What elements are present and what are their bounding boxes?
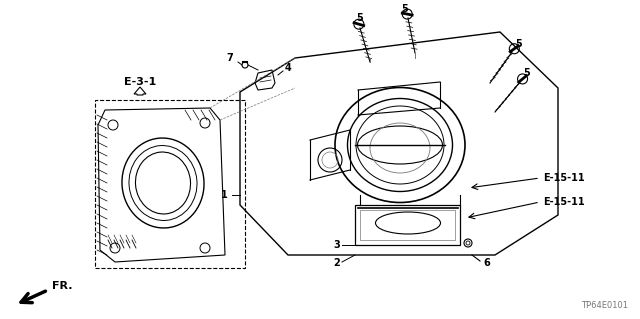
Text: FR.: FR. xyxy=(52,281,72,291)
Text: 5: 5 xyxy=(516,39,522,49)
Text: E-15-11: E-15-11 xyxy=(543,197,584,207)
Bar xyxy=(95,100,245,268)
Text: 5: 5 xyxy=(402,4,408,14)
Text: 1: 1 xyxy=(221,190,228,200)
Text: TP64E0101: TP64E0101 xyxy=(581,301,628,310)
Text: 3: 3 xyxy=(333,240,340,250)
Text: 4: 4 xyxy=(285,63,292,73)
Text: 6: 6 xyxy=(483,258,490,268)
Text: 7: 7 xyxy=(227,53,233,63)
Text: 5: 5 xyxy=(356,13,364,23)
Text: 5: 5 xyxy=(524,68,531,78)
Text: 2: 2 xyxy=(333,258,340,268)
Text: E-15-11: E-15-11 xyxy=(543,173,584,183)
Text: E-3-1: E-3-1 xyxy=(124,77,156,87)
